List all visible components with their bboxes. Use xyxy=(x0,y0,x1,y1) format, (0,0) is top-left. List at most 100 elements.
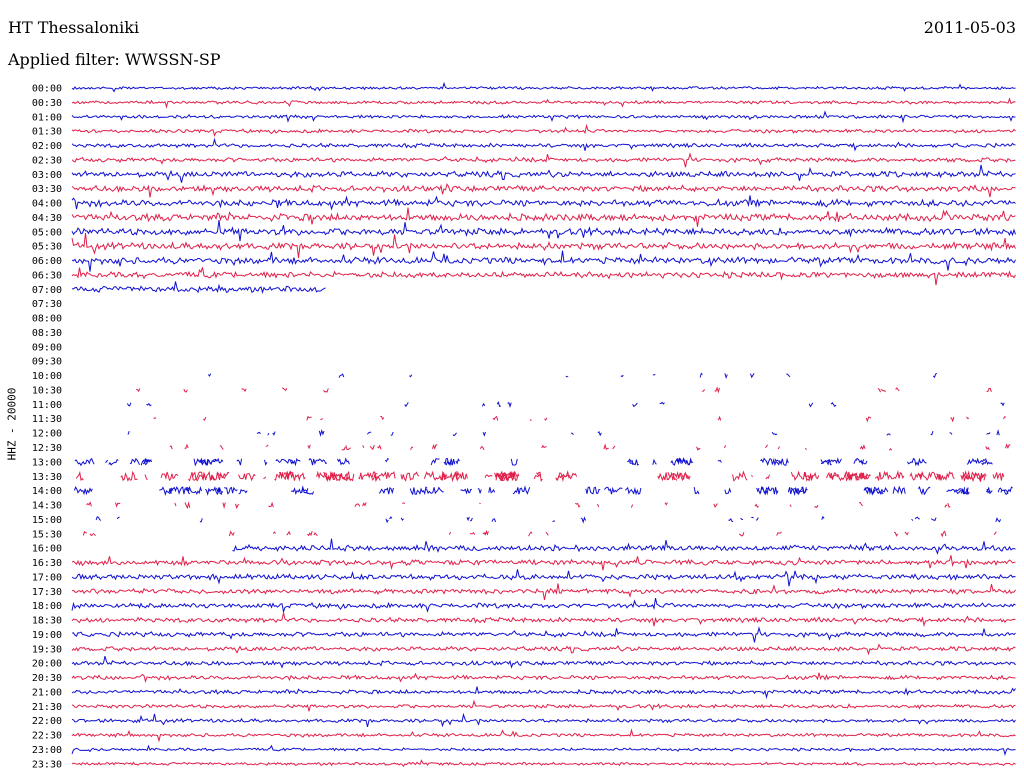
row-label: 16:30 xyxy=(32,558,62,569)
trace-line xyxy=(71,699,1016,712)
trace-line xyxy=(136,386,992,394)
trace-line xyxy=(71,569,1016,587)
row-label: 07:30 xyxy=(32,299,62,310)
filter-label: Applied filter: WWSSN-SP xyxy=(8,50,221,69)
trace-line xyxy=(71,220,1016,242)
trace-segment xyxy=(136,386,992,394)
trace-line xyxy=(71,712,1016,728)
trace-line xyxy=(71,81,1016,93)
date-label: 2011-05-03 xyxy=(923,18,1016,37)
trace-line xyxy=(74,457,993,467)
trace-line xyxy=(71,195,1016,211)
trace-segment xyxy=(74,457,993,467)
trace-line xyxy=(127,429,1000,437)
row-label: 02:30 xyxy=(32,155,62,166)
row-label: 08:00 xyxy=(32,314,62,325)
row-label: 00:00 xyxy=(32,84,62,95)
trace-segment xyxy=(95,515,1002,524)
trace-line xyxy=(153,415,1007,423)
row-label: 20:30 xyxy=(32,673,62,684)
trace-segment xyxy=(153,415,1007,423)
trace-segment xyxy=(75,469,1005,483)
row-label: 06:30 xyxy=(32,270,62,281)
trace-line xyxy=(71,207,1016,227)
trace-line xyxy=(71,152,1016,168)
row-label: 22:00 xyxy=(32,716,62,727)
trace-line xyxy=(71,183,1016,198)
trace-line xyxy=(82,529,997,538)
row-label: 11:30 xyxy=(32,414,62,425)
trace-line xyxy=(71,267,1016,286)
row-label: 13:00 xyxy=(32,457,62,468)
trace-segment xyxy=(169,443,1011,451)
trace-line xyxy=(71,612,1016,628)
trace-segment xyxy=(126,401,1005,409)
row-label: 06:00 xyxy=(32,256,62,267)
row-label: 09:00 xyxy=(32,342,62,353)
row-label: 03:30 xyxy=(32,184,62,195)
row-label: 00:30 xyxy=(32,98,62,109)
row-label: 17:00 xyxy=(32,572,62,583)
trace-line xyxy=(232,538,1016,555)
row-label: 13:30 xyxy=(32,472,62,483)
trace-segment xyxy=(207,372,938,380)
trace-line xyxy=(71,597,1016,614)
trace-line xyxy=(71,232,1016,258)
row-label: 15:30 xyxy=(32,529,62,540)
row-label: 01:00 xyxy=(32,112,62,123)
row-label: 12:30 xyxy=(32,443,62,454)
trace-segment xyxy=(127,429,1000,437)
trace-line xyxy=(86,501,951,510)
row-label: 15:00 xyxy=(32,515,62,526)
row-label: 14:30 xyxy=(32,501,62,512)
row-label: 01:30 xyxy=(32,127,62,138)
trace-line xyxy=(75,469,1005,483)
row-label: 08:30 xyxy=(32,328,62,339)
row-label: 20:00 xyxy=(32,659,62,670)
trace-line xyxy=(71,655,1016,669)
row-label: 22:30 xyxy=(32,731,62,742)
trace-line xyxy=(71,672,1016,683)
row-label: 04:00 xyxy=(32,199,62,210)
row-label: 14:00 xyxy=(32,486,62,497)
trace-line xyxy=(71,250,1016,272)
row-label: 09:30 xyxy=(32,357,62,368)
row-label: 16:00 xyxy=(32,544,62,555)
trace-segment xyxy=(82,529,997,538)
row-label: 10:30 xyxy=(32,385,62,396)
row-label: 21:30 xyxy=(32,702,62,713)
trace-segment xyxy=(73,485,1013,497)
trace-line xyxy=(71,137,1016,152)
trace-line xyxy=(71,759,1016,768)
row-label: 23:00 xyxy=(32,745,62,756)
trace-line xyxy=(73,485,1013,497)
row-label: 05:00 xyxy=(32,227,62,238)
row-label: 02:00 xyxy=(32,141,62,152)
trace-line xyxy=(71,626,1016,643)
trace-line xyxy=(71,744,1016,757)
row-label: 23:30 xyxy=(32,759,62,770)
trace-line xyxy=(71,643,1016,656)
trace-line xyxy=(71,97,1016,109)
trace-segment xyxy=(86,501,951,510)
trace-line xyxy=(71,123,1016,137)
trace-line xyxy=(95,515,1002,524)
trace-line xyxy=(71,583,1016,600)
row-label: 19:30 xyxy=(32,644,62,655)
trace-line xyxy=(126,401,1005,409)
row-label: 18:30 xyxy=(32,616,62,627)
station-title: HT Thessaloniki xyxy=(8,18,140,37)
row-label: 17:30 xyxy=(32,587,62,598)
trace-line xyxy=(71,110,1016,124)
trace-line xyxy=(71,728,1016,743)
row-label: 10:00 xyxy=(32,371,62,382)
trace-line xyxy=(71,555,1016,571)
trace-line xyxy=(71,164,1016,183)
row-label: 11:00 xyxy=(32,400,62,411)
row-label: 04:30 xyxy=(32,213,62,224)
row-label: 07:00 xyxy=(32,285,62,296)
trace-line xyxy=(207,372,938,380)
trace-line xyxy=(71,281,326,295)
row-label: 19:00 xyxy=(32,630,62,641)
